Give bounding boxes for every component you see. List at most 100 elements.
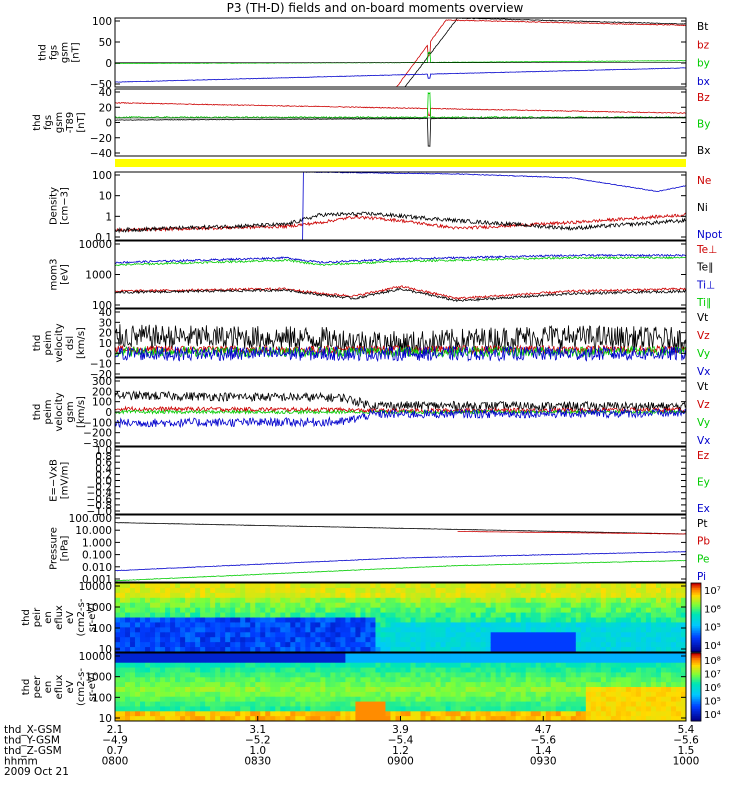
legend-entry-Pe: Pe — [697, 553, 709, 565]
spectrogram-cell — [435, 642, 441, 648]
spectrogram-cell — [220, 672, 226, 678]
colorbar-segment — [691, 631, 701, 634]
spectrogram-cell — [560, 706, 567, 712]
spectrogram-cell — [500, 701, 507, 707]
spectrogram-cell — [405, 701, 411, 707]
spectrogram-cell — [500, 637, 507, 643]
spectrogram-cell — [460, 682, 467, 688]
spectrogram-cell — [180, 632, 186, 638]
spectrogram-cell — [345, 687, 351, 693]
spectrogram-cell — [310, 632, 316, 638]
spectrogram-cell — [570, 696, 577, 702]
colorbar-segment — [691, 600, 701, 603]
y-axis-label: thd peer en eflux eV (cm2-s-sr-eV) — [21, 668, 98, 706]
spectrogram-cell — [620, 706, 627, 712]
spectrogram-cell — [505, 597, 512, 604]
spectrogram-cell — [240, 687, 246, 693]
spectrogram-cell — [140, 592, 146, 599]
y-tick-label: −50 — [90, 79, 112, 91]
spectrogram-cell — [665, 657, 672, 664]
spectrogram-cell — [480, 592, 487, 599]
y-axis-label-line: (cm2-s- — [76, 598, 87, 636]
spectrogram-cell — [325, 677, 331, 683]
spectrogram-cell — [560, 642, 567, 648]
spectrogram-cell — [550, 687, 557, 693]
spectrogram-cell — [255, 696, 261, 702]
spectrogram-cell — [350, 672, 356, 678]
spectrogram-cell — [130, 677, 136, 683]
spectrogram-cell — [165, 696, 171, 702]
spectrogram-cell — [160, 711, 166, 717]
spectrogram-cell — [645, 701, 652, 707]
spectrogram-cell — [495, 597, 502, 604]
spectrogram-cell — [295, 677, 301, 683]
spectrogram-cell — [410, 677, 416, 683]
spectrogram-cell — [255, 607, 261, 613]
spectrogram-cell — [415, 711, 421, 717]
spectrogram-cell — [530, 617, 537, 623]
spectrogram-cell — [135, 677, 141, 683]
spectrogram-cell — [480, 672, 487, 678]
spectrogram-cell — [275, 662, 281, 668]
spectrogram-cell — [115, 672, 121, 678]
spectrogram-cell — [150, 706, 156, 712]
spectrogram-cell — [410, 691, 416, 698]
spectrogram-cell — [605, 627, 612, 633]
spectrogram-cell — [335, 647, 341, 653]
spectrogram-cell — [385, 597, 391, 604]
spectrogram-cell — [615, 612, 622, 618]
spectrogram-cell — [590, 677, 597, 683]
spectrogram-cell — [155, 682, 161, 688]
spectrogram-cell — [335, 627, 341, 633]
spectrogram-cell — [485, 667, 492, 673]
spectrogram-cell — [495, 672, 502, 678]
spectrogram-cell — [175, 587, 181, 594]
spectrogram-cell — [530, 711, 537, 717]
spectrogram-cell — [460, 583, 467, 589]
spectrogram-cell — [530, 653, 537, 659]
colorbar-segment — [691, 622, 701, 625]
spectrogram-cell — [250, 662, 256, 668]
spectrogram-cell — [445, 706, 451, 712]
spectrogram-cell — [475, 592, 482, 599]
spectrogram-cell — [270, 701, 276, 707]
spectrogram-cell — [620, 696, 627, 702]
spectrogram-cell — [420, 602, 426, 609]
spectrogram-cell — [255, 617, 261, 623]
spectrogram-cell — [470, 592, 477, 599]
spectrogram-cell — [495, 617, 502, 623]
spectrogram-cell — [415, 653, 421, 659]
spectrogram-cell — [375, 587, 381, 594]
spectrogram-cell — [680, 597, 687, 604]
spectrogram-cell — [310, 657, 316, 664]
spectrogram-cell — [265, 587, 271, 594]
spectrogram-cell — [210, 647, 216, 653]
spectrogram-cell — [610, 597, 617, 604]
spectrogram-cell — [160, 632, 166, 638]
spectrogram-cell — [645, 662, 652, 668]
spectrogram-cell — [425, 696, 431, 702]
spectrogram-cell — [200, 691, 206, 698]
spectrogram-cell — [350, 602, 356, 609]
spectrogram-cell — [675, 687, 682, 693]
spectrogram-cell — [470, 687, 477, 693]
series-line-by — [114, 51, 687, 65]
spectrogram-cell — [165, 627, 171, 633]
spectrogram-cell — [530, 657, 537, 664]
legend-entry-Te∥: Te∥ — [696, 262, 713, 274]
spectrogram-cell — [350, 592, 356, 599]
spectrogram-cell — [570, 627, 577, 633]
y-tick-label: 40 — [99, 307, 112, 319]
spectrogram-cell — [485, 687, 492, 693]
x-tick-label-x: 3.9 — [392, 724, 409, 736]
spectrogram-cell — [165, 706, 171, 712]
spectrogram-cell — [215, 637, 221, 643]
legend-entry-Ne: Ne — [697, 175, 711, 187]
spectrogram-cell — [455, 706, 462, 712]
spectrogram-cell — [135, 632, 141, 638]
spectrogram-cell — [170, 632, 176, 638]
spectrogram-cell — [205, 597, 211, 604]
spectrogram-cell — [250, 602, 256, 609]
spectrogram-cell — [210, 597, 216, 604]
spectrogram-cell — [265, 642, 271, 648]
